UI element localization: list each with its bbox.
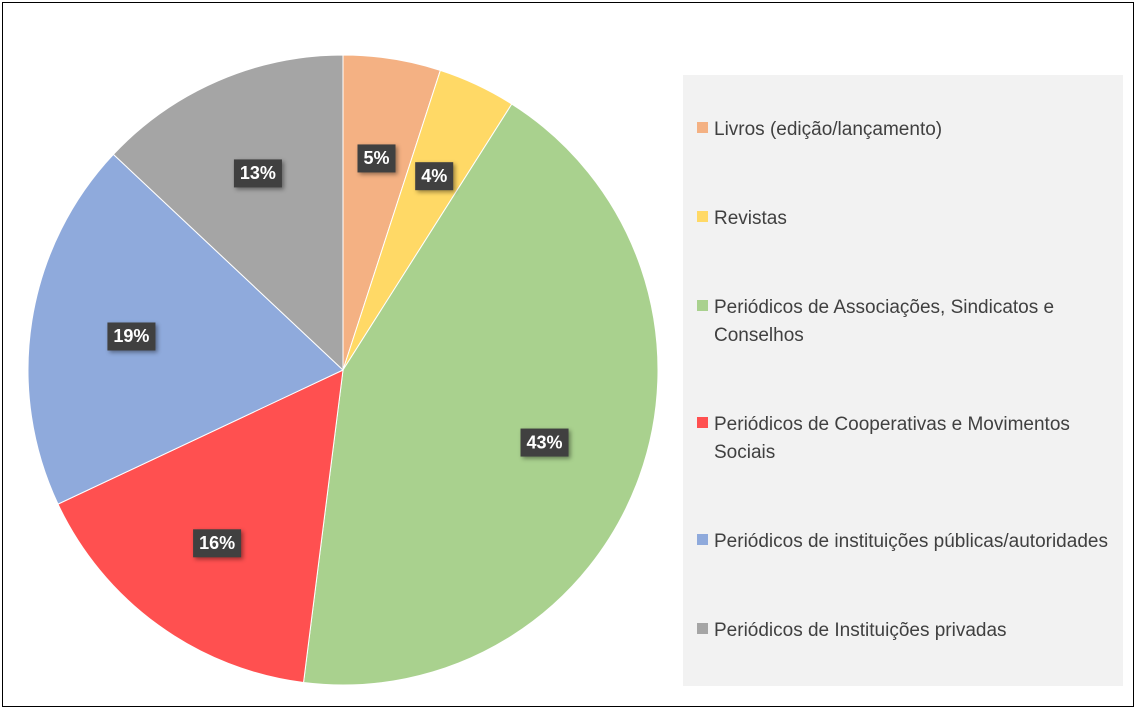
data-label-text: 19% <box>113 326 149 346</box>
data-label-text: 4% <box>421 166 447 186</box>
legend-swatch <box>697 210 708 222</box>
legend-item: Periódicos de instituições públicas/auto… <box>683 528 1123 556</box>
legend-item: Revistas <box>683 205 1123 233</box>
pie-area: 5% 4% 43% 16% 19% 13% <box>27 54 659 686</box>
legend-item: Periódicos de Cooperativas e Movimentos … <box>683 411 1123 467</box>
data-label-box <box>107 322 156 351</box>
data-label: 43% <box>520 428 569 457</box>
legend-swatch <box>697 417 708 429</box>
legend-swatch <box>697 121 708 133</box>
data-label-box <box>193 529 242 558</box>
legend-label: Periódicos de Cooperativas e Movimentos … <box>714 414 1070 464</box>
data-label-text: 13% <box>240 163 276 183</box>
pie-slice <box>302 103 659 686</box>
legend-label: Periódicos de Associações, Sindicatos e … <box>714 296 1055 346</box>
pie-slice <box>57 369 344 684</box>
data-label: 4% <box>415 162 454 191</box>
legend-label: Periódicos de instituições públicas/auto… <box>714 531 1108 553</box>
data-label: 5% <box>357 144 396 173</box>
legend-label: Livros (edição/lançamento) <box>714 118 943 140</box>
data-label-box <box>357 144 396 173</box>
data-label-text: 43% <box>527 432 563 452</box>
data-label-box <box>415 162 454 191</box>
pie-slice <box>112 54 344 372</box>
legend-swatch <box>697 623 708 635</box>
legend-item: Livros (edição/lançamento) <box>683 116 1123 144</box>
legend-swatch <box>697 299 708 311</box>
data-label-box <box>520 428 569 457</box>
data-label: 13% <box>233 159 282 188</box>
data-label-box <box>233 159 282 188</box>
legend-swatch <box>697 534 708 546</box>
legend-item: Periódicos de Instituições privadas <box>683 617 1123 645</box>
legend: Livros (edição/lançamento) Revistas Periód… <box>683 75 1123 686</box>
legend-label: Revistas <box>714 207 787 229</box>
legend-item: Periódicos de Associações, Sindicatos e … <box>683 294 1123 350</box>
data-label: 19% <box>107 322 156 351</box>
data-label-text: 5% <box>364 148 390 168</box>
legend-label: Periódicos de Instituições privadas <box>714 620 1007 642</box>
data-label-text: 16% <box>199 533 235 553</box>
data-label: 16% <box>193 529 242 558</box>
pie-slice <box>27 153 344 505</box>
